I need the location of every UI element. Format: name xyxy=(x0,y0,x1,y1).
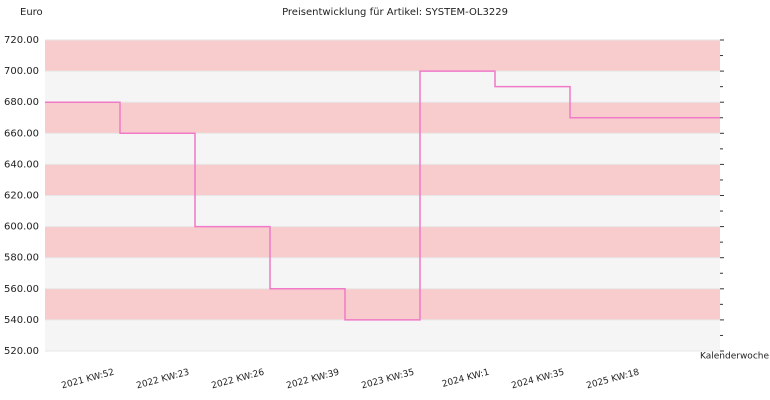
x-tick-label: 2024 KW:1 xyxy=(441,368,490,390)
y-tick-label: 660.00 xyxy=(4,128,39,139)
band xyxy=(45,164,720,196)
x-tick-label: 2024 KW:35 xyxy=(510,368,565,392)
x-tick-label: 2021 KW:52 xyxy=(60,368,115,392)
y-tick-label: 700.00 xyxy=(4,66,39,77)
band xyxy=(45,195,720,227)
band xyxy=(45,40,720,72)
band xyxy=(45,133,720,165)
y-tick-label: 600.00 xyxy=(4,222,39,233)
band xyxy=(45,226,720,258)
band xyxy=(45,71,720,103)
y-tick-label: 540.00 xyxy=(4,315,39,326)
x-tick-label: 2022 KW:39 xyxy=(285,368,340,392)
y-tick-label: 680.00 xyxy=(4,97,39,108)
band xyxy=(45,257,720,289)
x-tick-label: 2022 KW:26 xyxy=(210,368,265,392)
y-axis-label: Euro xyxy=(20,7,43,18)
x-tick-label: 2022 KW:23 xyxy=(135,368,190,392)
x-tick-label: 2023 KW:35 xyxy=(360,368,415,392)
band xyxy=(45,288,720,320)
y-tick-label: 580.00 xyxy=(4,253,39,264)
chart-title: Preisentwicklung für Artikel: SYSTEM-OL3… xyxy=(282,7,508,18)
x-axis-label: Kalenderwoche xyxy=(700,352,769,362)
y-tick-label: 560.00 xyxy=(4,284,39,295)
y-tick-label: 640.00 xyxy=(4,159,39,170)
price-line xyxy=(45,70,720,321)
y-tick-label: 520.00 xyxy=(4,346,39,357)
x-tick-label: 2025 KW:18 xyxy=(585,368,640,392)
band xyxy=(45,319,720,351)
y-tick-label: 620.00 xyxy=(4,191,39,202)
y-tick-label: 720.00 xyxy=(4,35,39,46)
